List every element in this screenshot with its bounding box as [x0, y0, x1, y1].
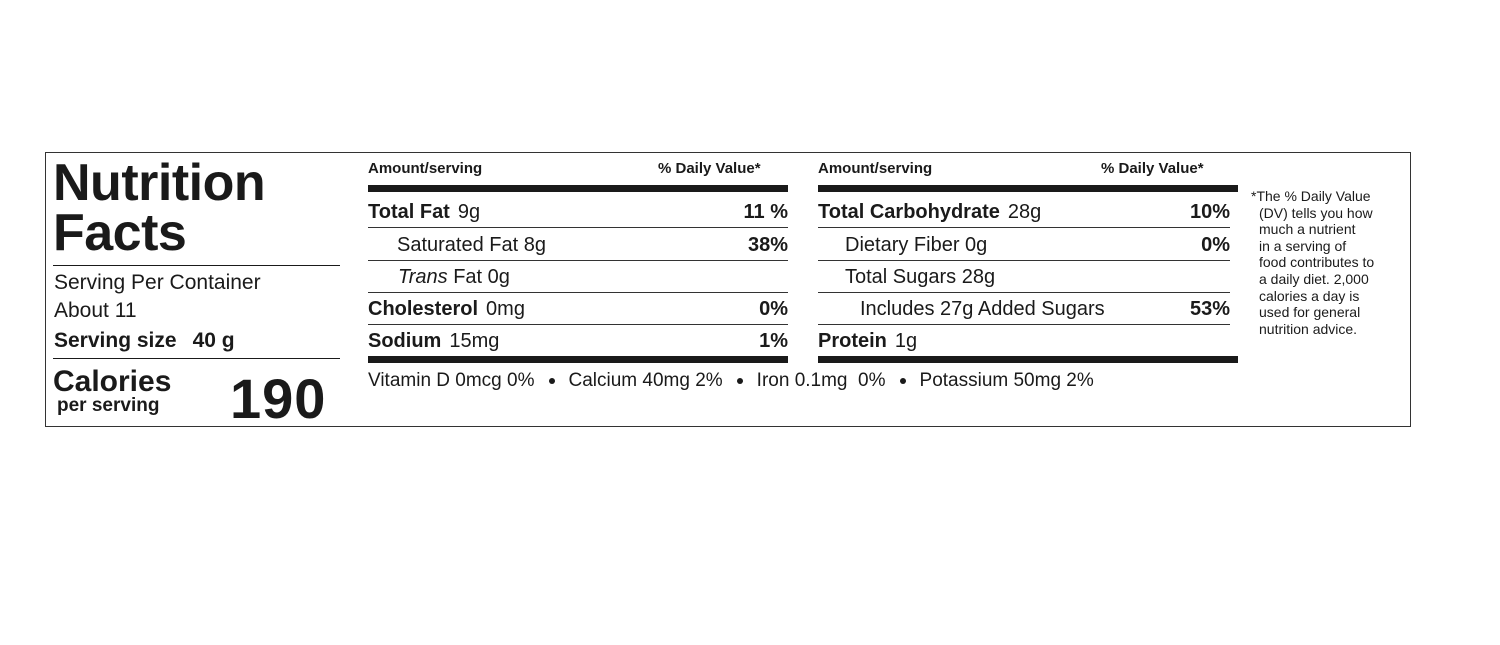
serving-size-value: 40 g	[192, 329, 235, 352]
calories-label: Calories	[53, 365, 172, 398]
vitamin: Vitamin D 0mcg 0%	[368, 370, 535, 391]
amount: 9g	[457, 201, 481, 223]
nutrient: Fat	[453, 266, 483, 288]
header: % Daily Value*	[658, 160, 761, 177]
footnote-line: food contributes to	[1259, 254, 1375, 271]
bullet	[899, 378, 906, 384]
amount: 15mg	[449, 330, 500, 352]
nutrient: Total Fat	[368, 201, 450, 223]
footnote-line: nutrition advice.	[1259, 320, 1358, 337]
vitamin: Iron 0.1mg 0%	[756, 370, 886, 391]
row: Trans Fat 0g	[368, 261, 788, 293]
row: Includes 27g Added Sugars 53%	[818, 293, 1230, 325]
row: Saturated Fat 8g 38%	[368, 229, 788, 261]
nutrient: Sodium	[368, 330, 442, 352]
row: Total Carbohydrate 28g 10%	[818, 196, 1230, 228]
footnote-line: much a nutrient	[1259, 221, 1356, 238]
footnote-line: *The % Daily Value	[1251, 188, 1371, 204]
dv: 0%	[1201, 234, 1230, 256]
row: Protein 1g	[818, 325, 1230, 357]
nutrient: Total Carbohydrate	[818, 201, 1000, 223]
nutrient: Dietary Fiber	[845, 234, 960, 256]
amount: 0g	[965, 234, 988, 256]
serving-text: About 11	[54, 299, 137, 322]
thick-rule	[368, 185, 788, 192]
footnote-line: used for general	[1259, 304, 1361, 321]
amount: 28g	[961, 266, 996, 288]
nutrient-italic: Trans	[398, 266, 448, 288]
header: Amount/serving	[818, 160, 933, 177]
vitamin: Potassium 50mg 2%	[919, 370, 1094, 391]
bullet	[736, 378, 743, 384]
footnote-line: a daily diet. 2,000	[1259, 270, 1369, 287]
nutrient: Includes 27g Added Sugars	[860, 298, 1105, 320]
title: Nutrition	[53, 154, 266, 212]
footnote-line: calories a day is	[1259, 287, 1360, 304]
amount: 0mg	[486, 298, 525, 320]
row: Total Sugars 28g	[818, 261, 1230, 293]
header: % Daily Value*	[1101, 160, 1204, 177]
dv: 38%	[747, 234, 788, 256]
amount: 8g	[523, 234, 546, 256]
row: Cholesterol 0mg 0%	[368, 293, 788, 325]
dv: 1%	[759, 330, 788, 352]
serving-size: Serving size 40 g	[54, 329, 235, 353]
dv: 0%	[759, 298, 788, 320]
amount: 0g	[487, 266, 510, 288]
dv: 11 %	[743, 201, 788, 223]
row: Total Fat 9g 11 %	[368, 196, 788, 228]
calories-value: 190	[230, 367, 327, 430]
thick-rule	[368, 356, 788, 363]
footnote-line: (DV) tells you how	[1259, 204, 1373, 221]
header: Amount/serving	[368, 160, 483, 177]
title: Facts	[53, 204, 187, 262]
vitamins: Vitamin D 0mcg 0% Calcium 40mg 2% Iron 0…	[368, 370, 1094, 392]
nutrient: Saturated Fat	[397, 234, 519, 256]
thick-rule	[818, 356, 1238, 363]
dv: 53%	[1189, 298, 1230, 320]
bullet	[548, 378, 555, 384]
dv: 10%	[1189, 201, 1230, 223]
thick-rule	[818, 185, 1238, 192]
label-frame	[45, 152, 1411, 427]
calories-sub: per serving	[57, 395, 160, 416]
nutrient: Protein	[818, 330, 887, 352]
nutrient: Cholesterol	[368, 298, 479, 320]
amount: 28g	[1007, 201, 1042, 223]
nutrient: Total Sugars	[845, 266, 957, 288]
rule	[53, 265, 340, 266]
vitamin: Calcium 40mg 2%	[568, 370, 723, 391]
serving-size-label: Serving size	[54, 329, 177, 352]
amount: 1g	[894, 330, 918, 352]
serving-text: Serving Per Container	[54, 271, 261, 294]
row: Sodium 15mg 1%	[368, 325, 788, 357]
footnote-line: in a serving of	[1259, 237, 1347, 254]
rule	[53, 358, 340, 359]
footnote: *The % Daily Value (DV) tells you how much…	[1251, 188, 1374, 337]
row: Dietary Fiber 0g 0%	[818, 229, 1230, 261]
